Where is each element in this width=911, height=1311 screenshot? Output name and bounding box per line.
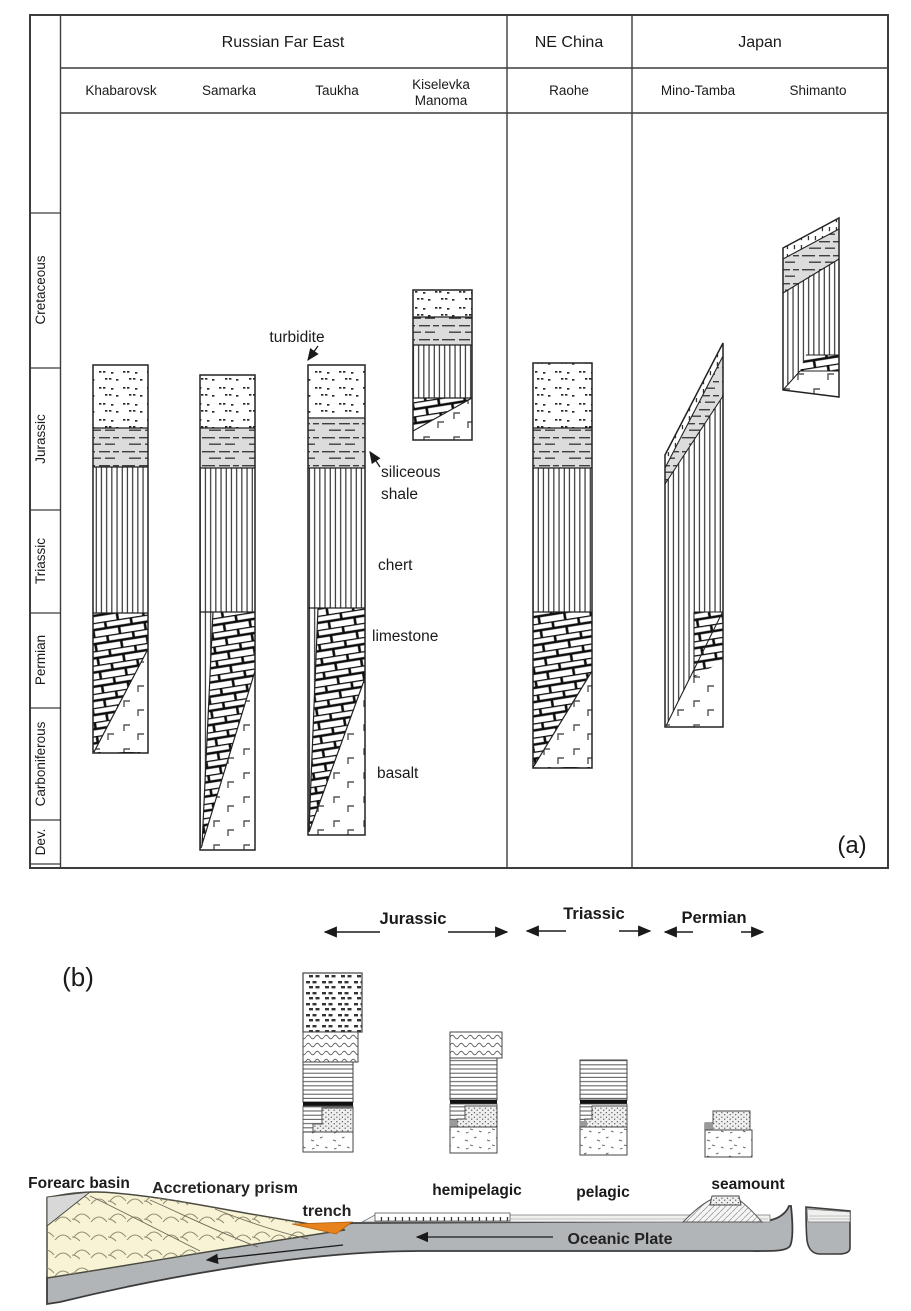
ops-column-pelagic [579,1059,628,1156]
panel-a: Russian Far East NE China Japan Khabarov… [29,14,889,869]
column-mino-tamba [664,342,724,728]
period-row-dividers [30,212,60,865]
lithology-annotations: turbidite siliceous shale chert limeston… [269,329,440,782]
panel-b: (b) Jurassic Triassic Permian [28,905,851,1306]
label-trench: trench [303,1203,352,1220]
table-column-dividers [59,15,633,868]
siliceous-shale-arrow [369,450,381,468]
locality-taukha: Taukha [315,83,359,98]
locality-shimanto: Shimanto [789,83,846,98]
trench-fill [291,1221,354,1235]
accretionary-prism-texture [47,1192,345,1278]
prism-thrust-lines [89,1195,309,1252]
age-jurassic: Jurassic [380,910,447,928]
label-seamount: seamount [711,1176,784,1193]
locality-manoma: Manoma [415,93,468,108]
label-siliceous: siliceous [381,464,441,481]
period-carboniferous: Carboniferous [33,721,48,806]
label-chert: chert [378,557,413,574]
label-pelagic: pelagic [576,1184,630,1201]
period-cretaceous: Cretaceous [33,255,48,324]
turbidite-arrow [307,345,319,362]
label-forearc-basin: Forearc basin [28,1175,130,1192]
seamount-cap [709,1195,742,1206]
label-turbidite: turbidite [269,329,324,346]
label-oceanic-plate: Oceanic Plate [568,1231,673,1248]
locality-khabarovsk: Khabarovsk [85,83,157,98]
subduction-arrow [205,1244,344,1264]
label-accretionary-prism: Accretionary prism [152,1180,298,1197]
label-shale: shale [381,486,418,503]
column-kiselevka-manoma [412,289,473,441]
region-japan: Japan [738,34,782,51]
region-ne-china: NE China [535,34,604,51]
period-permian: Permian [33,635,48,685]
age-triassic: Triassic [563,905,624,923]
column-taukha [307,364,366,836]
ops-column-trench [302,972,363,1153]
locality-raohe: Raohe [549,83,589,98]
period-triassic: Triassic [33,538,48,584]
panel-a-label: (a) [837,832,866,859]
locality-mino-tamba: Mino-Tamba [661,83,736,98]
label-basalt: basalt [377,765,419,782]
label-hemipelagic: hemipelagic [432,1182,522,1199]
locality-kiselevka: Kiselevka [412,77,470,92]
age-arrows: Jurassic Triassic Permian [323,905,765,938]
table-outer-border [29,14,889,869]
locality-samarka: Samarka [202,83,257,98]
table-header-dividers [60,67,888,114]
subduction-cross-section: Forearc basin Accretionary prism trench … [28,1175,851,1306]
column-samarka [199,374,256,851]
region-russian-far-east: Russian Far East [222,34,345,51]
period-jurassic: Jurassic [33,414,48,464]
ops-column-hemipelagic [449,1031,503,1154]
hemipelagic-band [374,1212,511,1222]
column-khabarovsk [92,364,149,754]
forearc-basin [46,1191,92,1228]
panel-b-label: (b) [62,962,94,992]
column-shimanto [782,216,840,398]
age-permian: Permian [681,909,746,927]
period-devonian: Dev. [33,829,48,856]
column-raohe [532,362,593,769]
ops-column-seamount [704,1110,753,1158]
label-limestone: limestone [372,628,438,645]
